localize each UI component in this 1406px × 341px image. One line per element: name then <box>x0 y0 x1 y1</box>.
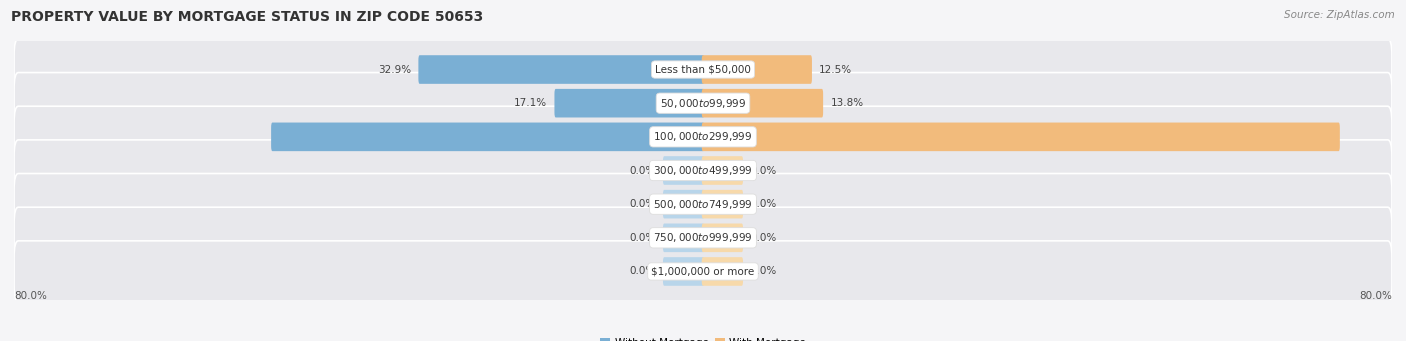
Text: 13.8%: 13.8% <box>831 98 863 108</box>
FancyBboxPatch shape <box>14 73 1392 134</box>
Text: 17.1%: 17.1% <box>515 98 547 108</box>
Text: 32.9%: 32.9% <box>378 64 411 75</box>
Text: Less than $50,000: Less than $50,000 <box>655 64 751 75</box>
FancyBboxPatch shape <box>14 39 1392 100</box>
FancyBboxPatch shape <box>14 174 1392 235</box>
Text: 12.5%: 12.5% <box>820 64 852 75</box>
FancyBboxPatch shape <box>702 55 811 84</box>
Text: 80.0%: 80.0% <box>1360 291 1392 301</box>
Text: 0.0%: 0.0% <box>630 165 655 176</box>
Text: 73.8%: 73.8% <box>720 132 756 142</box>
Text: 0.0%: 0.0% <box>630 266 655 277</box>
Text: Source: ZipAtlas.com: Source: ZipAtlas.com <box>1284 10 1395 20</box>
Legend: Without Mortgage, With Mortgage: Without Mortgage, With Mortgage <box>596 333 810 341</box>
FancyBboxPatch shape <box>664 257 704 286</box>
FancyBboxPatch shape <box>271 122 704 151</box>
Text: 0.0%: 0.0% <box>751 233 776 243</box>
FancyBboxPatch shape <box>419 55 704 84</box>
FancyBboxPatch shape <box>664 190 704 219</box>
Text: 0.0%: 0.0% <box>630 233 655 243</box>
FancyBboxPatch shape <box>14 106 1392 167</box>
FancyBboxPatch shape <box>554 89 704 118</box>
Text: $1,000,000 or more: $1,000,000 or more <box>651 266 755 277</box>
Text: 80.0%: 80.0% <box>14 291 46 301</box>
FancyBboxPatch shape <box>14 241 1392 302</box>
Text: $750,000 to $999,999: $750,000 to $999,999 <box>654 231 752 244</box>
FancyBboxPatch shape <box>702 257 742 286</box>
Text: 0.0%: 0.0% <box>751 165 776 176</box>
Text: $100,000 to $299,999: $100,000 to $299,999 <box>654 130 752 143</box>
Text: 0.0%: 0.0% <box>751 266 776 277</box>
FancyBboxPatch shape <box>702 223 742 252</box>
Text: $300,000 to $499,999: $300,000 to $499,999 <box>654 164 752 177</box>
FancyBboxPatch shape <box>664 223 704 252</box>
Text: $50,000 to $99,999: $50,000 to $99,999 <box>659 97 747 110</box>
FancyBboxPatch shape <box>702 122 1340 151</box>
FancyBboxPatch shape <box>14 140 1392 201</box>
FancyBboxPatch shape <box>14 207 1392 268</box>
Text: PROPERTY VALUE BY MORTGAGE STATUS IN ZIP CODE 50653: PROPERTY VALUE BY MORTGAGE STATUS IN ZIP… <box>11 10 484 24</box>
Text: 0.0%: 0.0% <box>630 199 655 209</box>
FancyBboxPatch shape <box>702 156 742 185</box>
FancyBboxPatch shape <box>702 190 742 219</box>
Text: $500,000 to $749,999: $500,000 to $749,999 <box>654 198 752 211</box>
FancyBboxPatch shape <box>664 156 704 185</box>
Text: 0.0%: 0.0% <box>751 199 776 209</box>
Text: 50.0%: 50.0% <box>650 132 686 142</box>
FancyBboxPatch shape <box>702 89 823 118</box>
